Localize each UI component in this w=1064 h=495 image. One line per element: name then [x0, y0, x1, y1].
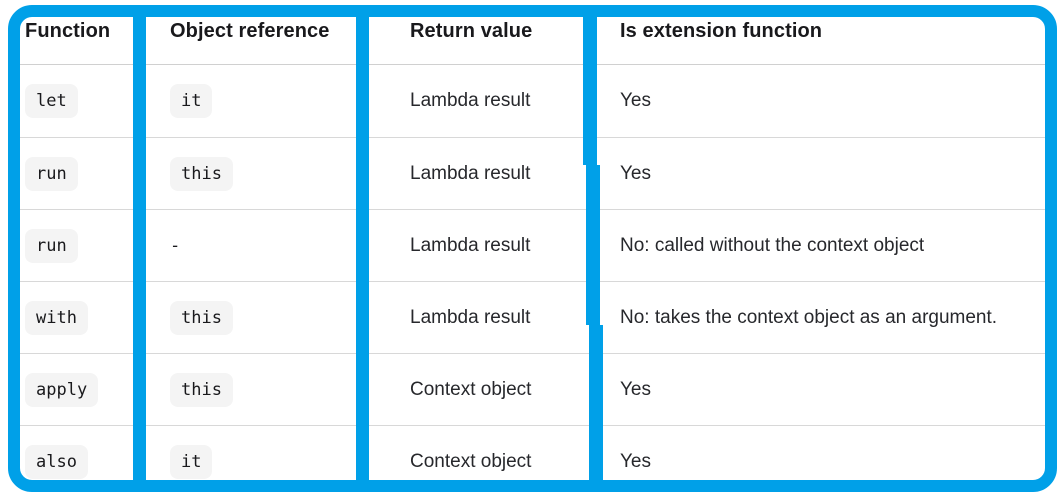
cell-return-value: Lambda result	[410, 235, 530, 257]
code-chip: with	[25, 300, 88, 335]
cell-text: Lambda result	[410, 90, 531, 111]
code-chip: this	[170, 156, 233, 191]
column-divider-3-middle	[586, 165, 600, 325]
cell-object-reference: this	[170, 300, 233, 335]
table-row: also it Context object Yes	[20, 425, 1045, 479]
cell-function: with	[25, 300, 88, 335]
cell-text: No: called without the context object	[620, 234, 925, 256]
code-chip: also	[25, 444, 88, 479]
cell-object-reference: this	[170, 372, 233, 407]
cell-is-extension-function: Yes	[620, 451, 651, 473]
cell-is-extension-function: No: takes the context object as an argum…	[620, 307, 997, 329]
column-header-is-extension-function: Is extension function	[620, 20, 823, 42]
cell-function: also	[25, 444, 88, 479]
column-divider-2	[356, 8, 369, 487]
cell-function: run	[25, 156, 78, 191]
cell-function: apply	[25, 372, 99, 407]
table-row: with this Lambda result No: takes the conte…	[20, 281, 1045, 353]
column-header-return-value: Return value	[410, 20, 533, 42]
column-divider-1	[133, 8, 146, 487]
code-chip: it	[170, 84, 213, 118]
cell-object-reference: it	[170, 84, 213, 118]
code-chip: apply	[25, 372, 99, 407]
cell-return-value: Lambda result	[410, 163, 530, 185]
cell-return-value: Context object	[410, 451, 531, 473]
cell-is-extension-function: No: called without the context object	[620, 235, 924, 257]
cell-text: Yes	[620, 450, 651, 472]
table-row: apply this Context object Yes	[20, 353, 1045, 425]
table-header-row: Function Object reference Return value Is e…	[20, 17, 1045, 65]
cell-text: Context object	[410, 450, 532, 472]
code-chip: run	[25, 156, 78, 191]
column-header-object-reference: Object reference	[170, 20, 330, 42]
cell-is-extension-function: Yes	[620, 163, 651, 185]
table-body: let it Lambda result Yes run this Lambda resul…	[20, 65, 1045, 479]
code-chip: it	[170, 444, 213, 479]
cell-object-reference: -	[170, 236, 180, 256]
cell-text: Yes	[620, 162, 651, 184]
code-chip: let	[25, 84, 78, 118]
cell-return-value: Context object	[410, 379, 531, 401]
cell-text: -	[170, 235, 181, 256]
cell-is-extension-function: Yes	[620, 379, 651, 401]
cell-text: Lambda result	[410, 162, 531, 184]
table-row: let it Lambda result Yes	[20, 65, 1045, 137]
table-row: run - Lambda result No: called without the …	[20, 209, 1045, 281]
cell-is-extension-function: Yes	[620, 90, 651, 112]
cell-function: run	[25, 228, 78, 263]
column-header-function: Function	[25, 20, 111, 42]
table-row: run this Lambda result Yes	[20, 137, 1045, 209]
cell-return-value: Lambda result	[410, 90, 530, 112]
cell-text: Context object	[410, 378, 532, 400]
column-divider-3-top	[583, 8, 597, 165]
code-chip: run	[25, 228, 78, 263]
cell-return-value: Lambda result	[410, 307, 530, 329]
cell-text: No: takes the context object as an argum…	[620, 306, 998, 328]
cell-function: let	[25, 84, 78, 118]
cell-text: Lambda result	[410, 234, 531, 256]
cell-text: Yes	[620, 90, 651, 111]
cell-object-reference: this	[170, 156, 233, 191]
cell-text: Lambda result	[410, 306, 531, 328]
column-divider-3-bottom	[589, 325, 603, 487]
cell-object-reference: it	[170, 444, 213, 479]
scope-functions-table: Function Object reference Return value Is e…	[20, 17, 1045, 479]
code-chip: this	[170, 372, 233, 407]
cell-text: Yes	[620, 378, 651, 400]
code-chip: this	[170, 300, 233, 335]
